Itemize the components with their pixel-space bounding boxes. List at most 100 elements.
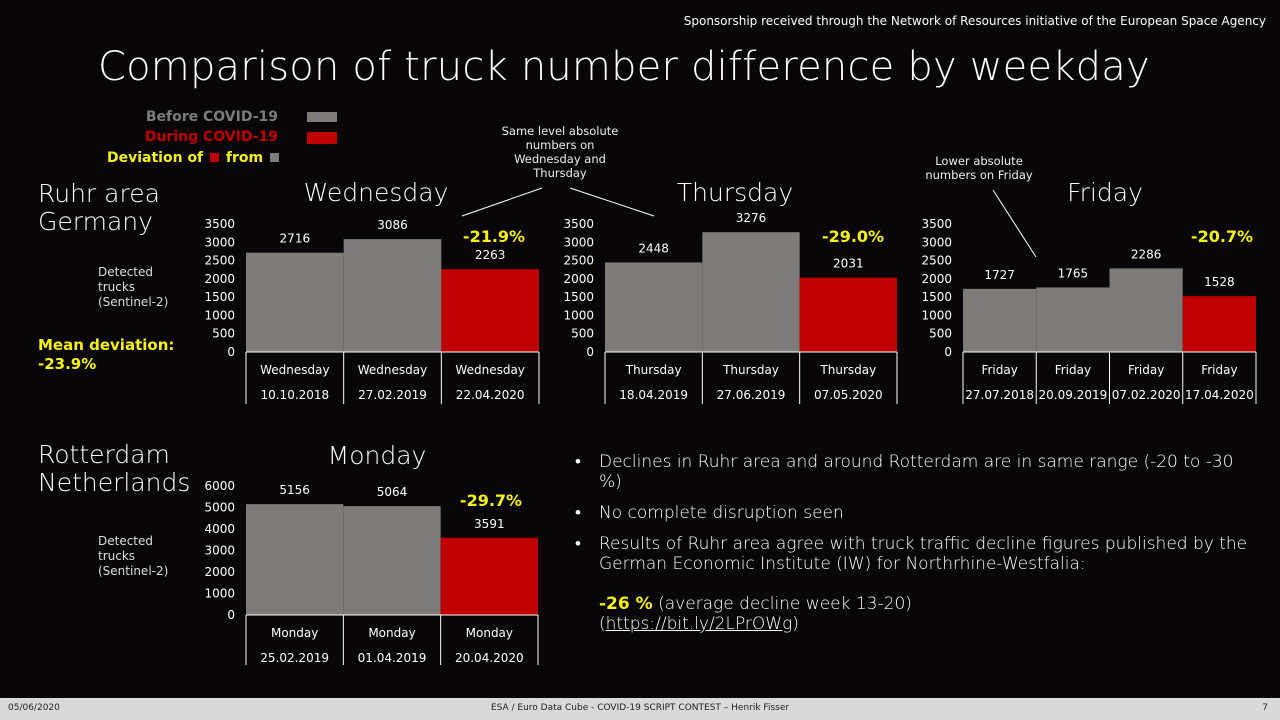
x-tick-label: Wednesday — [358, 363, 427, 377]
region-ruhr-line2: Germany — [38, 207, 153, 236]
region-rotterdam-line2: Netherlands — [38, 468, 191, 497]
bar-wednesday-1 — [246, 252, 344, 352]
x-date-label: 10.10.2018 — [260, 388, 329, 402]
annotation-lower-friday-line2: numbers on Friday — [925, 168, 1033, 182]
x-date-label: 07.02.2020 — [1112, 388, 1181, 402]
source-link[interactable]: https://bit.ly/2LPrOWg — [605, 614, 793, 634]
y-tick-label: 2000 — [204, 565, 235, 579]
ylabel-rotterdam: Detected trucks (Sentinel-2) — [98, 534, 168, 579]
annotation-line-thursday — [569, 187, 655, 217]
chart-title-wednesday: Wednesday — [304, 178, 449, 207]
data-label: 5064 — [377, 485, 408, 499]
y-tick-label: 500 — [212, 327, 235, 341]
x-tick-label: Monday — [466, 626, 513, 640]
y-tick-label: 3000 — [204, 235, 235, 249]
x-date-label: 27.06.2019 — [717, 388, 786, 402]
footer-bar: 05/06/2020 ESA / Euro Data Cube - COVID-… — [0, 698, 1280, 720]
data-label: 2031 — [833, 257, 864, 271]
y-tick-label: 2000 — [204, 272, 235, 286]
y-tick-label: 3500 — [921, 217, 952, 231]
y-tick-label: 0 — [227, 608, 235, 622]
deviation-label-wednesday: -21.9% — [463, 227, 525, 246]
chart-title-friday: Friday — [1067, 178, 1143, 207]
mean-deviation-value: -23.9% — [38, 355, 97, 373]
x-tick-label: Friday — [1055, 363, 1091, 377]
bullet-3-value: -26 % — [599, 594, 653, 614]
annotation-line-wednesday — [461, 187, 543, 217]
bar-monday-1 — [246, 504, 344, 615]
bullet-3-text: Results of Ruhr area agree with truck tr… — [599, 534, 1248, 574]
data-label: 5156 — [279, 483, 310, 497]
sponsor-text: Sponsorship received through the Network… — [683, 14, 1266, 28]
findings-list: Declines in Ruhr area and around Rotterd… — [575, 452, 1255, 645]
region-ruhr: Ruhr area Germany — [38, 180, 160, 236]
deviation-label-friday: -20.7% — [1191, 227, 1253, 246]
y-tick-label: 1500 — [921, 290, 952, 304]
chart-title-monday: Monday — [328, 441, 427, 470]
annotation-lower-friday: Lower absolute numbers on Friday — [916, 154, 1042, 182]
bullet-2-text: No complete disruption seen — [599, 503, 844, 523]
y-tick-label: 2000 — [921, 272, 952, 286]
y-tick-label: 3000 — [921, 235, 952, 249]
ylabel-ruhr: Detected trucks (Sentinel-2) — [98, 265, 168, 310]
data-label: 2448 — [638, 241, 669, 255]
x-date-label: 20.04.2020 — [455, 651, 524, 665]
bar-friday-2 — [1036, 287, 1110, 352]
annotation-same-level-line4: Thursday — [533, 166, 587, 180]
ylabel-ruhr-line3: (Sentinel-2) — [98, 295, 169, 309]
y-tick-label: 1500 — [563, 290, 594, 304]
y-tick-label: 500 — [571, 327, 594, 341]
annotation-line-friday — [992, 189, 1037, 258]
ylabel-rotterdam-line1: Detected — [98, 534, 154, 548]
x-tick-label: Wednesday — [260, 363, 329, 377]
x-date-label: 17.04.2020 — [1185, 388, 1254, 402]
legend-during-swatch — [307, 132, 337, 144]
region-rotterdam-line1: Rotterdam — [38, 440, 170, 469]
region-ruhr-line1: Ruhr area — [38, 179, 160, 208]
data-label: 1765 — [1058, 266, 1089, 280]
bar-thursday-2 — [702, 232, 800, 352]
y-tick-label: 4000 — [204, 522, 235, 536]
y-tick-label: 1500 — [204, 290, 235, 304]
y-tick-label: 2500 — [204, 254, 235, 268]
ylabel-rotterdam-line2: trucks — [98, 549, 136, 563]
link-close-paren: ) — [792, 614, 799, 634]
y-tick-label: 3000 — [204, 544, 235, 558]
data-label: 3591 — [474, 517, 505, 531]
x-tick-label: Friday — [981, 363, 1017, 377]
x-tick-label: Friday — [1201, 363, 1237, 377]
y-tick-label: 2000 — [563, 272, 594, 286]
y-tick-label: 2500 — [563, 254, 594, 268]
x-tick-label: Thursday — [625, 363, 682, 377]
x-date-label: 27.02.2019 — [358, 388, 427, 402]
data-label: 1727 — [984, 268, 1015, 282]
bar-monday-2 — [343, 506, 441, 615]
legend-deviation-grey-square — [269, 153, 279, 162]
data-label: 3086 — [377, 218, 408, 232]
bar-thursday-3 — [799, 277, 897, 352]
y-tick-label: 3500 — [204, 217, 235, 231]
x-tick-label: Monday — [271, 626, 318, 640]
bar-thursday-1 — [605, 262, 703, 352]
legend-before-swatch — [307, 112, 337, 122]
ylabel-rotterdam-line3: (Sentinel-2) — [98, 564, 169, 578]
annotation-same-level-line2: numbers on — [525, 138, 595, 152]
data-label: 1528 — [1204, 275, 1235, 289]
mean-deviation: Mean deviation: -23.9% — [38, 336, 174, 374]
bar-wednesday-2 — [343, 239, 442, 352]
bar-friday-4 — [1182, 296, 1256, 352]
ylabel-ruhr-line1: Detected — [98, 265, 154, 279]
y-tick-label: 2500 — [921, 254, 952, 268]
data-label: 2286 — [1131, 247, 1162, 261]
x-tick-label: Wednesday — [455, 363, 524, 377]
footer-page-number: 7 — [1262, 703, 1268, 713]
x-date-label: 20.09.2019 — [1039, 388, 1108, 402]
bullet-1-text: Declines in Ruhr area and around Rotterd… — [599, 452, 1234, 492]
y-tick-label: 500 — [929, 327, 952, 341]
legend-deviation-mid: from — [225, 150, 264, 166]
